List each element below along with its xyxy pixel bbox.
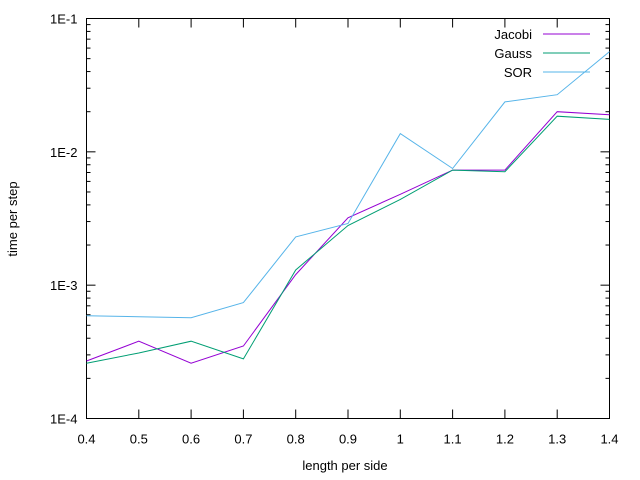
x-tick-label: 0.8 bbox=[287, 432, 305, 447]
x-tick-label: 1.2 bbox=[496, 432, 514, 447]
x-tick-label: 1 bbox=[397, 432, 404, 447]
x-tick-label: 0.9 bbox=[339, 432, 357, 447]
y-tick-label: 1E-2 bbox=[50, 145, 77, 160]
x-tick-label: 0.7 bbox=[234, 432, 252, 447]
x-tick-label: 0.5 bbox=[130, 432, 148, 447]
x-tick-label: 1.4 bbox=[600, 432, 618, 447]
x-tick-label: 0.4 bbox=[77, 432, 95, 447]
series-line-jacobi bbox=[86, 111, 610, 364]
legend-label-jacobi: Jacobi bbox=[494, 27, 532, 42]
y-tick-label: 1E-3 bbox=[50, 278, 77, 293]
x-axis-title: length per side bbox=[302, 458, 387, 473]
y-tick-label: 1E-1 bbox=[50, 12, 77, 27]
y-tick-label: 1E-4 bbox=[50, 412, 77, 427]
series-line-sor bbox=[86, 51, 610, 319]
y-axis-title: time per step bbox=[5, 181, 20, 256]
x-tick-label: 1.1 bbox=[444, 432, 462, 447]
x-tick-label: 1.3 bbox=[548, 432, 566, 447]
legend-label-sor: SOR bbox=[504, 65, 532, 80]
x-tick-label: 0.6 bbox=[182, 432, 200, 447]
legend-label-gauss: Gauss bbox=[494, 46, 532, 61]
legend: Jacobi Gauss SOR bbox=[494, 27, 590, 80]
series-layer bbox=[86, 51, 610, 364]
axis-ticks: 0.4 0.5 0.6 0.7 0.8 0.9 1 1.1 1.2 1.3 1.4 1E-1 1E-2 1… bbox=[50, 12, 619, 447]
series-line-gauss bbox=[86, 115, 610, 364]
